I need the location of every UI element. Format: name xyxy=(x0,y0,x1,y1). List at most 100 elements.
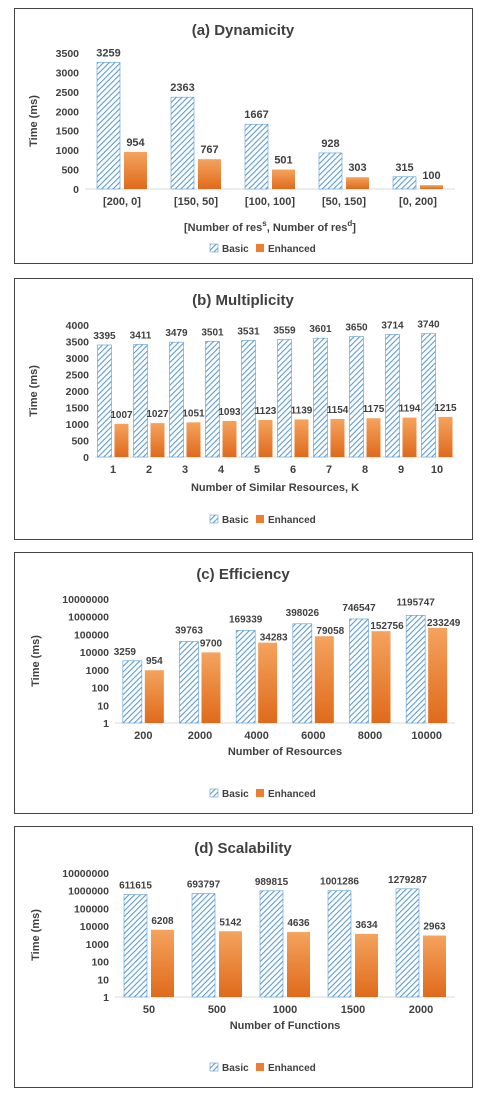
x-tick-label: [200, 0] xyxy=(103,196,141,208)
data-label-basic: 989815 xyxy=(255,877,289,888)
y-tick-label: 1000 xyxy=(56,145,80,157)
legend-label-basic: Basic xyxy=(222,515,249,526)
bar-enhanced xyxy=(144,670,164,723)
bar-basic xyxy=(277,339,292,458)
y-tick-label: 0 xyxy=(83,452,89,464)
bar-basic xyxy=(292,623,313,724)
bar-enhanced xyxy=(346,177,369,189)
x-axis-title-part: [Number of res xyxy=(184,222,262,234)
bar-enhanced xyxy=(402,417,417,457)
chart-title: (b) Multiplicity xyxy=(192,292,294,309)
bar-basic xyxy=(235,630,256,724)
bar-enhanced xyxy=(371,631,391,723)
y-tick-label: 1000000 xyxy=(68,612,109,624)
y-tick-label: 10 xyxy=(97,974,109,986)
y-tick-label: 1000 xyxy=(66,419,90,431)
x-tick-label: 1500 xyxy=(341,1004,365,1016)
bar-enhanced xyxy=(258,419,273,457)
x-axis-title: [Number of ress, Number of resd] xyxy=(184,219,356,234)
data-label-basic: 3650 xyxy=(345,323,368,334)
bar-basic xyxy=(313,337,328,458)
bar-enhanced xyxy=(258,642,278,723)
data-label-basic: 1195747 xyxy=(396,597,435,608)
bar-enhanced xyxy=(124,151,147,189)
bar-enhanced xyxy=(198,159,221,189)
data-label-enhanced: 767 xyxy=(200,144,218,156)
legend-swatch-basic xyxy=(209,514,219,524)
x-tick-label: [0, 200] xyxy=(399,196,437,208)
data-label-enhanced: 1139 xyxy=(291,405,313,416)
data-label-enhanced: 233249 xyxy=(427,618,461,629)
data-label-enhanced: 1027 xyxy=(146,409,169,420)
y-tick-label: 0 xyxy=(73,184,79,196)
data-label-enhanced: 1051 xyxy=(182,408,205,419)
chart-panel-scalability: (d) Scalability 1 10 100 1000 10000 100000 1000… xyxy=(14,826,473,1088)
bar-enhanced xyxy=(222,420,237,457)
data-label-basic: 398026 xyxy=(286,608,320,619)
y-tick-label: 100 xyxy=(91,957,109,969)
data-label-basic: 39763 xyxy=(175,626,203,637)
data-label-basic: 3411 xyxy=(130,330,152,341)
x-axis-title: Number of Functions xyxy=(230,1020,341,1032)
bar-basic xyxy=(205,341,220,458)
bar-enhanced xyxy=(151,929,174,997)
y-tick-label: 1000 xyxy=(86,939,110,951)
bar-basic xyxy=(170,96,195,190)
bar-basic xyxy=(133,344,148,458)
x-tick-label: [150, 50] xyxy=(174,196,218,208)
data-label-basic: 611615 xyxy=(119,880,152,891)
chart-svg-efficiency: (c) Efficiency 1 10 100 1000 10000 100000 10000… xyxy=(30,566,461,800)
bar-basic xyxy=(169,341,184,458)
data-label-basic: 693797 xyxy=(187,880,221,891)
bar-basic xyxy=(179,641,199,724)
x-tick-label: 200 xyxy=(134,730,152,742)
legend-label-enhanced: Enhanced xyxy=(268,244,316,255)
data-label-enhanced: 152756 xyxy=(370,621,404,632)
x-tick-label: 1 xyxy=(110,464,116,476)
legend-label-enhanced: Enhanced xyxy=(268,515,316,526)
data-label-basic: 746547 xyxy=(342,603,376,614)
bar-basic xyxy=(395,888,420,998)
y-tick-label: 100000 xyxy=(74,903,109,915)
data-label-enhanced: 34283 xyxy=(260,633,288,644)
bar-enhanced xyxy=(186,422,201,457)
bar-enhanced xyxy=(219,931,242,997)
data-label-basic: 928 xyxy=(321,138,339,150)
data-label-basic: 169339 xyxy=(229,614,263,625)
x-axis-title-part: ] xyxy=(352,222,356,234)
x-tick-label: 50 xyxy=(143,1004,155,1016)
x-tick-label: 2 xyxy=(146,464,152,476)
data-label-enhanced: 1175 xyxy=(363,404,385,415)
x-axis-title-part: , Number of res xyxy=(267,222,348,234)
data-label-basic: 3501 xyxy=(201,327,224,338)
y-tick-label: 1 xyxy=(103,992,109,1004)
y-tick-label: 10 xyxy=(97,700,109,712)
x-tick-label: 6 xyxy=(290,464,296,476)
y-tick-label: 10000000 xyxy=(62,594,109,606)
bar-basic xyxy=(392,176,417,190)
bar-basic xyxy=(123,894,148,998)
legend-swatch-enhanced xyxy=(256,515,264,523)
data-label-basic: 3259 xyxy=(114,647,137,658)
x-tick-label: [50, 150] xyxy=(322,196,366,208)
bar-enhanced xyxy=(201,652,221,723)
data-label-basic: 1279287 xyxy=(388,875,427,886)
chart-panel-multiplicity: (b) Multiplicity 0 500 1000 1500 2000 2500 3000… xyxy=(14,278,473,540)
x-axis-title: Number of Resources xyxy=(228,746,342,758)
y-tick-label: 10000 xyxy=(80,921,109,933)
y-tick-label: 3500 xyxy=(56,48,80,60)
x-tick-label: 6000 xyxy=(301,730,325,742)
bar-enhanced xyxy=(272,169,295,189)
data-label-basic: 3740 xyxy=(417,320,440,331)
data-label-enhanced: 1007 xyxy=(110,410,133,421)
chart-panel-dynamicity: (a) Dynamicity 0 500 1000 1500 2000 2500 3000 35… xyxy=(14,8,473,264)
data-label-basic: 3395 xyxy=(93,331,116,342)
y-tick-label: 1000 xyxy=(86,665,110,677)
data-label-enhanced: 501 xyxy=(274,155,292,167)
x-tick-label: 4 xyxy=(218,464,225,476)
legend-swatch-enhanced xyxy=(256,244,264,252)
y-tick-label: 10000000 xyxy=(62,868,109,880)
data-label-enhanced: 1194 xyxy=(399,404,421,415)
bar-enhanced xyxy=(114,423,129,457)
data-label-enhanced: 954 xyxy=(146,656,163,667)
